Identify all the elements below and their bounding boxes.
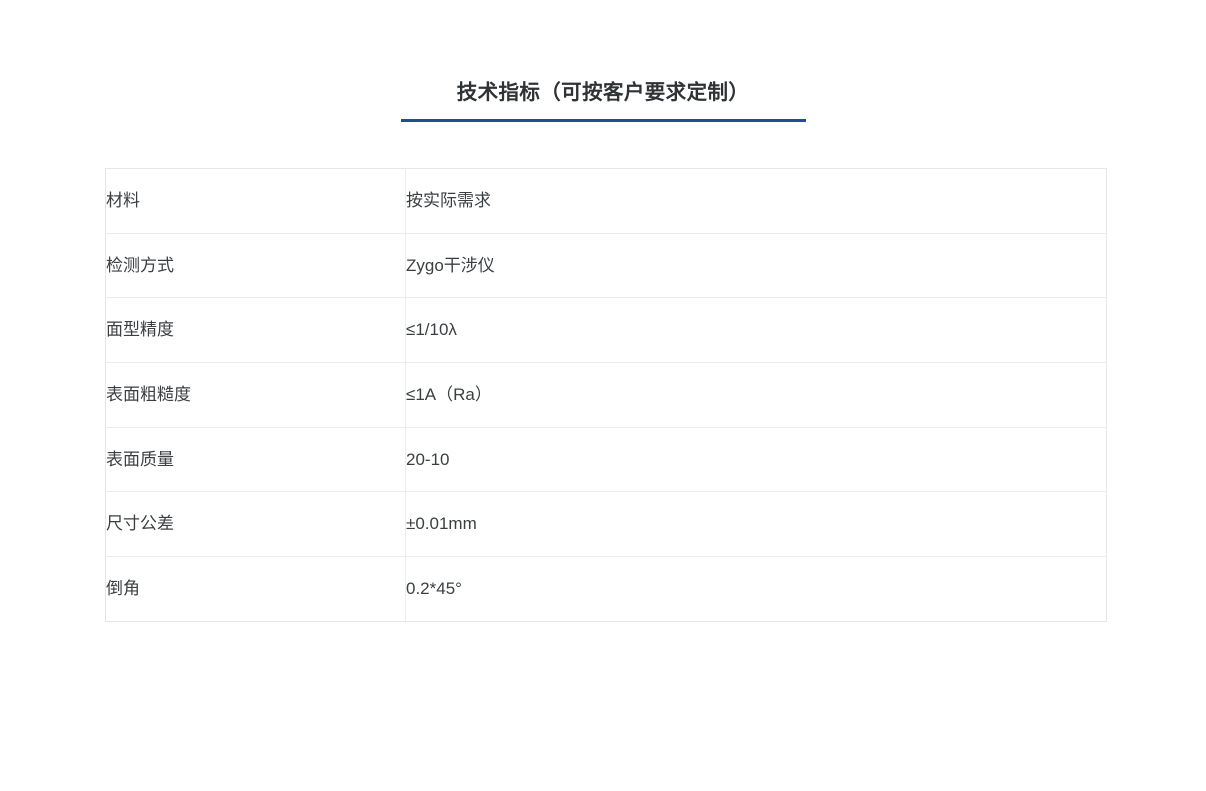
spec-value-cell: ±0.01mm [405, 491, 1107, 557]
spec-label-cell: 尺寸公差 [105, 491, 406, 557]
table-row: 检测方式 Zygo干涉仪 [105, 232, 1107, 298]
technical-spec-table: 材料 按实际需求 检测方式 Zygo干涉仪 面型精度 ≤1/10λ 表面粗糙度 … [105, 168, 1107, 622]
table-row: 尺寸公差 ±0.01mm [105, 491, 1107, 557]
spec-label-cell: 检测方式 [105, 232, 406, 298]
page-title: 技术指标（可按客户要求定制） [456, 81, 750, 104]
table-row: 表面粗糙度 ≤1A（Ra） [105, 362, 1107, 428]
spec-value-cell: 按实际需求 [406, 190, 491, 210]
spec-value-cell: ≤1/10λ [405, 297, 1107, 363]
table-row: 材料 按实际需求 [105, 168, 1107, 234]
spec-table-container: 材料 按实际需求 检测方式 Zygo干涉仪 面型精度 ≤1/10λ 表面粗糙度 … [105, 168, 1107, 622]
spec-value-cell: Zygo干涉仪 [405, 232, 1107, 298]
table-row: 倒角 0.2*45° [105, 556, 1107, 622]
spec-label-cell: 材料 [105, 168, 406, 234]
spec-table-body: 材料 按实际需求 检测方式 Zygo干涉仪 面型精度 ≤1/10λ 表面粗糙度 … [105, 168, 1107, 622]
spec-value-cell: ≤1A（Ra） [405, 362, 1107, 428]
title-underline-rule [400, 119, 806, 122]
spec-label-cell: 面型精度 [105, 297, 406, 363]
spec-value-cell: 0.2*45° [405, 556, 1107, 622]
spec-value-cell: 20-10 [405, 426, 1107, 492]
spec-label-cell: 表面粗糙度 [105, 362, 406, 428]
table-row: 表面质量 20-10 [105, 426, 1107, 492]
page-title-block: 技术指标（可按客户要求定制） [0, 78, 1206, 122]
table-row: 面型精度 ≤1/10λ [105, 297, 1107, 363]
spec-label-cell: 表面质量 [105, 426, 406, 492]
spec-label-cell: 倒角 [105, 556, 406, 622]
